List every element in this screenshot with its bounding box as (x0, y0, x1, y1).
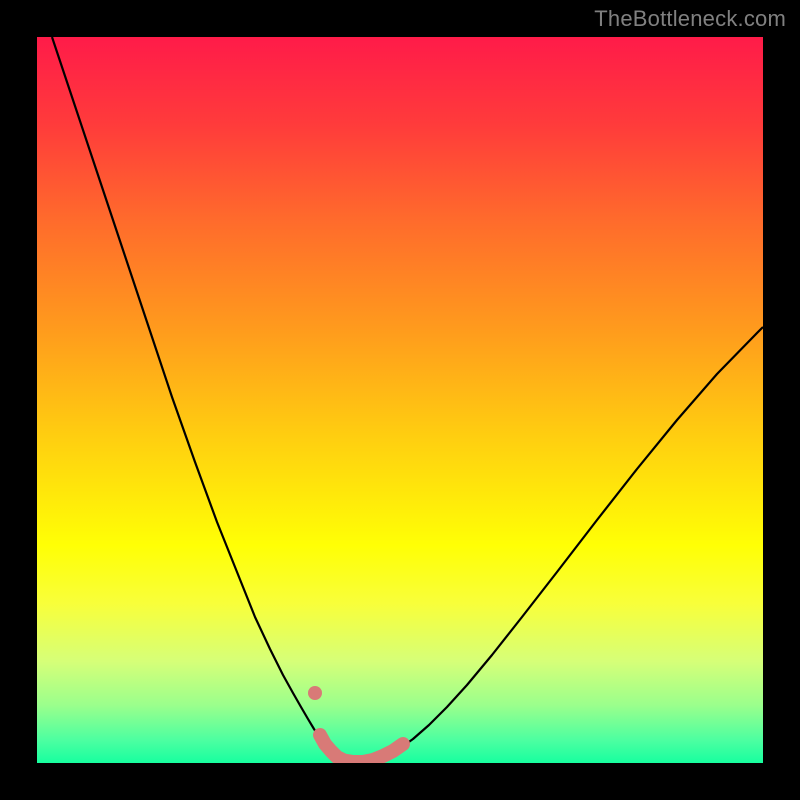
chart-plot-area (37, 37, 763, 763)
watermark-text: TheBottleneck.com (594, 6, 786, 32)
highlight-dot (308, 686, 322, 700)
highlight-arc (320, 735, 403, 762)
v-curve (52, 37, 763, 762)
curve-layer (37, 37, 763, 763)
